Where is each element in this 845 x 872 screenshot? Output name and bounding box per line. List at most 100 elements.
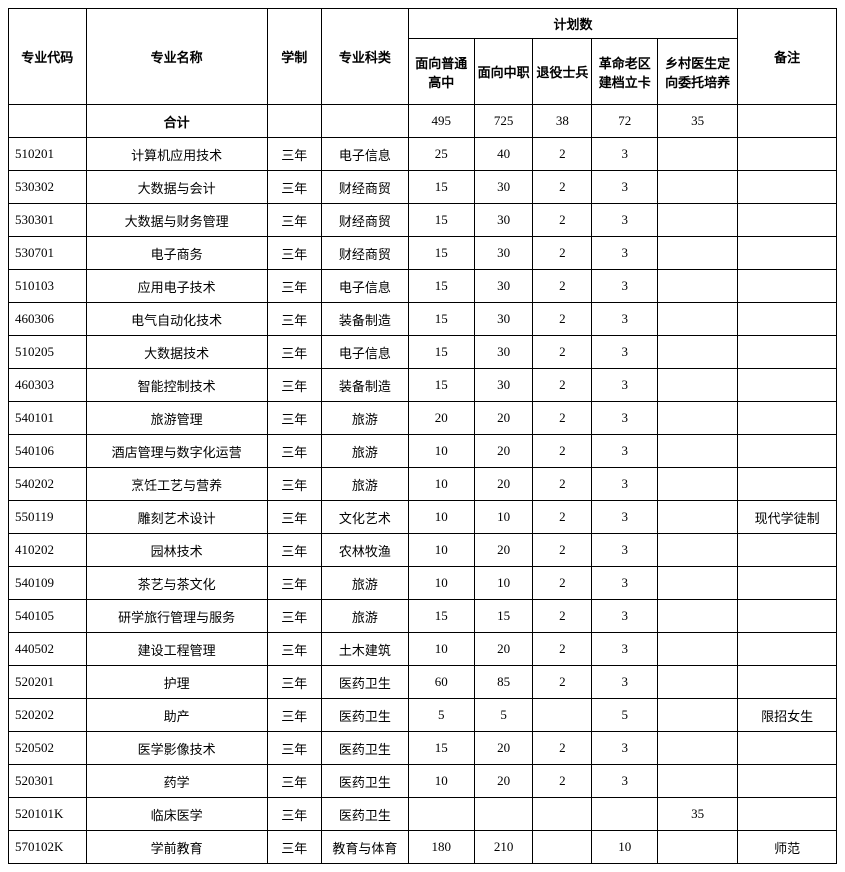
table-row: 540202烹饪工艺与营养三年旅游102023 — [9, 468, 837, 501]
cell-name: 护理 — [86, 666, 267, 699]
cell-q2: 30 — [474, 336, 533, 369]
cell-code: 530302 — [9, 171, 87, 204]
cell-category: 旅游 — [321, 402, 408, 435]
cell-duration: 三年 — [267, 468, 321, 501]
cell-q5 — [658, 765, 738, 798]
cell-duration: 三年 — [267, 369, 321, 402]
cell-note — [738, 171, 837, 204]
cell-q4: 3 — [592, 270, 658, 303]
cell-q3: 2 — [533, 237, 592, 270]
cell-code: 520101K — [9, 798, 87, 831]
cell-name: 雕刻艺术设计 — [86, 501, 267, 534]
cell-q1: 60 — [408, 666, 474, 699]
cell-q5 — [658, 468, 738, 501]
cell-q3: 2 — [533, 534, 592, 567]
cell-q2: 30 — [474, 171, 533, 204]
total-category — [321, 105, 408, 138]
header-name: 专业名称 — [86, 9, 267, 105]
cell-name: 智能控制技术 — [86, 369, 267, 402]
total-q1: 495 — [408, 105, 474, 138]
cell-q1: 5 — [408, 699, 474, 732]
table-row: 510205大数据技术三年电子信息153023 — [9, 336, 837, 369]
cell-q1: 180 — [408, 831, 474, 864]
header-quota2: 面向中职 — [474, 39, 533, 105]
table-row: 540106酒店管理与数字化运营三年旅游102023 — [9, 435, 837, 468]
cell-q5 — [658, 237, 738, 270]
table-row: 460306电气自动化技术三年装备制造153023 — [9, 303, 837, 336]
cell-q4: 3 — [592, 468, 658, 501]
table-row: 530701电子商务三年财经商贸153023 — [9, 237, 837, 270]
cell-q5 — [658, 369, 738, 402]
cell-code: 410202 — [9, 534, 87, 567]
table-row: 530301大数据与财务管理三年财经商贸153023 — [9, 204, 837, 237]
cell-q1: 10 — [408, 501, 474, 534]
cell-duration: 三年 — [267, 138, 321, 171]
cell-note — [738, 534, 837, 567]
total-label: 合计 — [86, 105, 267, 138]
table-row: 520301药学三年医药卫生102023 — [9, 765, 837, 798]
cell-q2: 30 — [474, 204, 533, 237]
cell-category: 农林牧渔 — [321, 534, 408, 567]
cell-code: 540109 — [9, 567, 87, 600]
cell-duration: 三年 — [267, 765, 321, 798]
cell-code: 530301 — [9, 204, 87, 237]
cell-note — [738, 402, 837, 435]
cell-q4: 3 — [592, 237, 658, 270]
cell-note — [738, 798, 837, 831]
cell-name: 大数据技术 — [86, 336, 267, 369]
cell-note: 限招女生 — [738, 699, 837, 732]
cell-q2: 85 — [474, 666, 533, 699]
cell-note — [738, 468, 837, 501]
cell-q1: 10 — [408, 633, 474, 666]
cell-name: 茶艺与茶文化 — [86, 567, 267, 600]
total-q2: 725 — [474, 105, 533, 138]
cell-duration: 三年 — [267, 237, 321, 270]
cell-name: 医学影像技术 — [86, 732, 267, 765]
total-row: 合计 495 725 38 72 35 — [9, 105, 837, 138]
cell-q4: 3 — [592, 732, 658, 765]
cell-duration: 三年 — [267, 435, 321, 468]
cell-q1: 10 — [408, 567, 474, 600]
cell-q5 — [658, 402, 738, 435]
cell-code: 510103 — [9, 270, 87, 303]
cell-name: 园林技术 — [86, 534, 267, 567]
cell-q4: 3 — [592, 600, 658, 633]
cell-category: 土木建筑 — [321, 633, 408, 666]
cell-duration: 三年 — [267, 270, 321, 303]
cell-q5 — [658, 336, 738, 369]
cell-q1: 15 — [408, 732, 474, 765]
cell-q5 — [658, 138, 738, 171]
cell-note — [738, 204, 837, 237]
table-row: 540109茶艺与茶文化三年旅游101023 — [9, 567, 837, 600]
cell-note — [738, 303, 837, 336]
cell-q4: 3 — [592, 138, 658, 171]
cell-name: 酒店管理与数字化运营 — [86, 435, 267, 468]
cell-q2: 5 — [474, 699, 533, 732]
cell-code: 520502 — [9, 732, 87, 765]
cell-code: 540106 — [9, 435, 87, 468]
cell-name: 临床医学 — [86, 798, 267, 831]
cell-q5 — [658, 666, 738, 699]
cell-note — [738, 666, 837, 699]
cell-q5 — [658, 699, 738, 732]
cell-q2: 20 — [474, 633, 533, 666]
cell-category: 文化艺术 — [321, 501, 408, 534]
cell-q4: 3 — [592, 534, 658, 567]
cell-q2: 20 — [474, 468, 533, 501]
table-row: 410202园林技术三年农林牧渔102023 — [9, 534, 837, 567]
cell-duration: 三年 — [267, 402, 321, 435]
cell-q3: 2 — [533, 270, 592, 303]
cell-q3: 2 — [533, 765, 592, 798]
cell-q3: 2 — [533, 369, 592, 402]
cell-name: 学前教育 — [86, 831, 267, 864]
cell-q2: 30 — [474, 237, 533, 270]
cell-duration: 三年 — [267, 633, 321, 666]
cell-q4: 3 — [592, 765, 658, 798]
cell-name: 旅游管理 — [86, 402, 267, 435]
cell-q2: 20 — [474, 402, 533, 435]
total-code — [9, 105, 87, 138]
cell-category: 医药卫生 — [321, 798, 408, 831]
cell-q3: 2 — [533, 501, 592, 534]
cell-code: 520202 — [9, 699, 87, 732]
cell-q1: 15 — [408, 369, 474, 402]
